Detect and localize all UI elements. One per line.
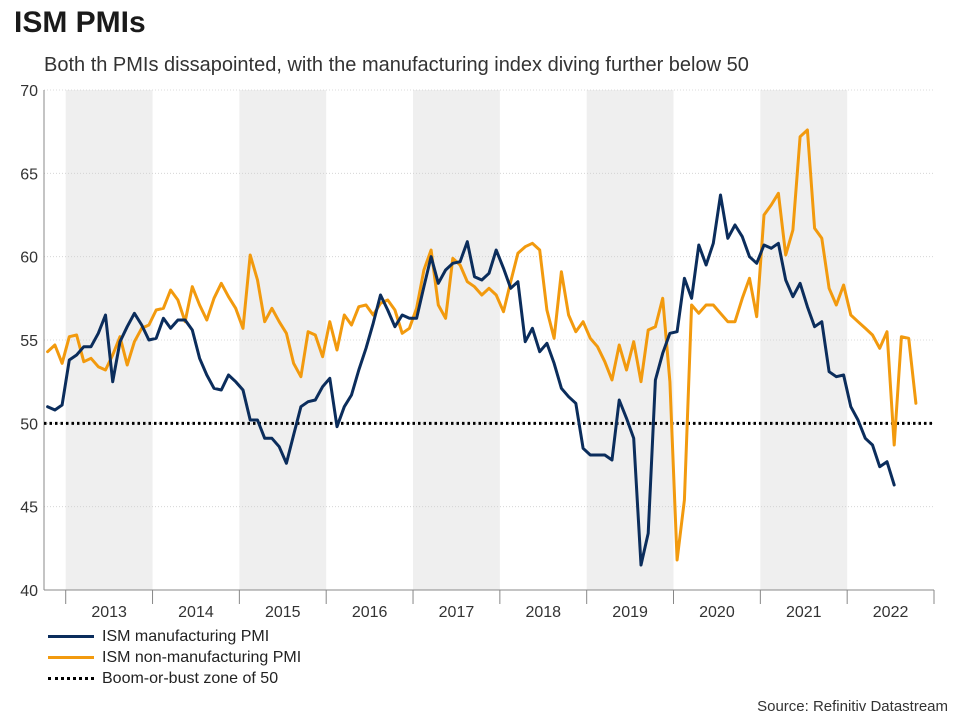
y-gridlines xyxy=(43,89,934,591)
legend-item-manufacturing: ISM manufacturing PMI xyxy=(48,626,301,647)
x-tick-label-2019: 2019 xyxy=(612,604,648,621)
y-tick-label-40: 40 xyxy=(20,583,38,600)
x-tick-label-2017: 2017 xyxy=(439,604,475,621)
x-tick-label-2022: 2022 xyxy=(873,604,909,621)
legend-item-boom-or-bust: Boom-or-bust zone of 50 xyxy=(48,668,301,689)
chart-title: ISM PMIs xyxy=(14,6,146,39)
legend-label-non-manufacturing: ISM non-manufacturing PMI xyxy=(102,648,302,666)
y-tick-label-65: 65 xyxy=(20,166,38,183)
source-note: Source: Refinitiv Datastream xyxy=(757,698,948,715)
x-tick-label-2016: 2016 xyxy=(352,604,388,621)
legend-swatch-manufacturing xyxy=(48,635,94,638)
y-tick-label-45: 45 xyxy=(20,500,38,517)
legend-label-boom-or-bust: Boom-or-bust zone of 50 xyxy=(102,669,279,687)
y-tick-labels: 40 45 50 55 60 65 70 xyxy=(20,83,38,600)
series-lines xyxy=(46,128,918,567)
y-tick-label-70: 70 xyxy=(20,83,38,100)
y-tick-label-55: 55 xyxy=(20,333,38,350)
year-band-2017 xyxy=(413,90,500,590)
legend-label-manufacturing: ISM manufacturing PMI xyxy=(102,627,270,645)
x-tick-marks xyxy=(65,590,935,604)
legend-swatch-boom-or-bust xyxy=(48,677,94,680)
series-line-manufacturing xyxy=(46,193,896,567)
x-tick-label-2021: 2021 xyxy=(786,604,822,621)
x-tick-label-2014: 2014 xyxy=(178,604,214,621)
y-tick-label-60: 60 xyxy=(20,250,38,267)
chart-subtitle: Both th PMIs dissapointed, with the manu… xyxy=(44,54,749,76)
x-tick-label-2018: 2018 xyxy=(525,604,561,621)
x-tick-labels: 2013 2014 2015 2016 2017 2018 2019 2020 2021 2022 xyxy=(91,604,908,621)
legend-swatch-non-manufacturing xyxy=(48,656,94,659)
series-line-non-manufacturing xyxy=(46,128,918,562)
x-tick-label-2013: 2013 xyxy=(91,604,127,621)
year-band-2015 xyxy=(239,90,327,590)
legend: ISM manufacturing PMI ISM non-manufactur… xyxy=(48,626,301,689)
legend-item-non-manufacturing: ISM non-manufacturing PMI xyxy=(48,647,301,668)
x-tick-label-2020: 2020 xyxy=(699,604,735,621)
y-tick-label-50: 50 xyxy=(20,416,38,433)
x-tick-label-2015: 2015 xyxy=(265,604,301,621)
